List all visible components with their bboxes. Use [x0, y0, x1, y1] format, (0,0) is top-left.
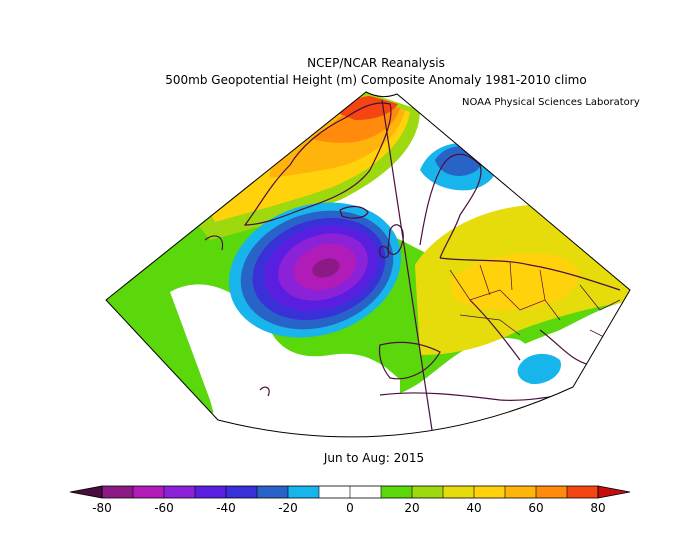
- iberia-coast: [378, 341, 441, 380]
- colorbar-tick-label: -80: [92, 501, 112, 515]
- colorbar-cell: [412, 486, 444, 498]
- colorbar-tick-label: 40: [466, 501, 482, 515]
- europe-coast: [439, 257, 621, 366]
- map-outline: [105, 91, 631, 438]
- colorbar-tick-label: 80: [590, 501, 606, 515]
- colorbar-cell: [226, 486, 258, 498]
- period-label: Jun to Aug: 2015: [323, 451, 425, 465]
- credit-label: NOAA Physical Sciences Laboratory: [462, 97, 640, 108]
- colorbar-tick-label: 60: [528, 501, 544, 515]
- colorbar-cell: [164, 486, 196, 498]
- colorbar-cell: [381, 486, 413, 498]
- colorbar-cell: [288, 486, 320, 498]
- map-title: NCEP/NCAR Reanalysis: [307, 56, 445, 70]
- north-america-coast: [204, 235, 270, 397]
- colorbar-right-arrow-outline: [597, 485, 631, 499]
- colorbar-tick-label: -20: [278, 501, 298, 515]
- colorbar-cell: [443, 486, 475, 498]
- colorbar-cell: [505, 486, 537, 498]
- colorbar-cell: [102, 486, 134, 498]
- prime-meridian: [381, 99, 433, 431]
- colorbar-cell: [257, 486, 289, 498]
- map-subtitle: 500mb Geopotential Height (m) Composite …: [165, 73, 587, 87]
- colorbar-cell: [133, 486, 165, 498]
- greenland-coast: [243, 102, 392, 226]
- colorbar-cells: [101, 486, 599, 498]
- colorbar-cell: [567, 486, 599, 498]
- colorbar-cell: [474, 486, 506, 498]
- iceland-coast: [339, 205, 369, 219]
- ireland-coast: [379, 245, 389, 259]
- colorbar-cell: [195, 486, 227, 498]
- scandinavia-coast: [419, 153, 482, 259]
- colorbar-tick-label: 20: [404, 501, 420, 515]
- colorbar-left-arrow: [70, 486, 102, 498]
- colorbar-cell: [350, 486, 382, 498]
- colorbar-left-arrow-outline: [69, 485, 103, 499]
- low-contour-80: [312, 258, 340, 278]
- colorbar-tick-label: 0: [346, 501, 354, 515]
- colorbar-right-arrow: [598, 486, 630, 498]
- mediterranean-anomaly: [517, 353, 561, 385]
- colorbar-cell: [319, 486, 351, 498]
- colorbar-tick-label: -40: [216, 501, 236, 515]
- colorbar-cell: [536, 486, 568, 498]
- colorbar-tick-label: -60: [154, 501, 174, 515]
